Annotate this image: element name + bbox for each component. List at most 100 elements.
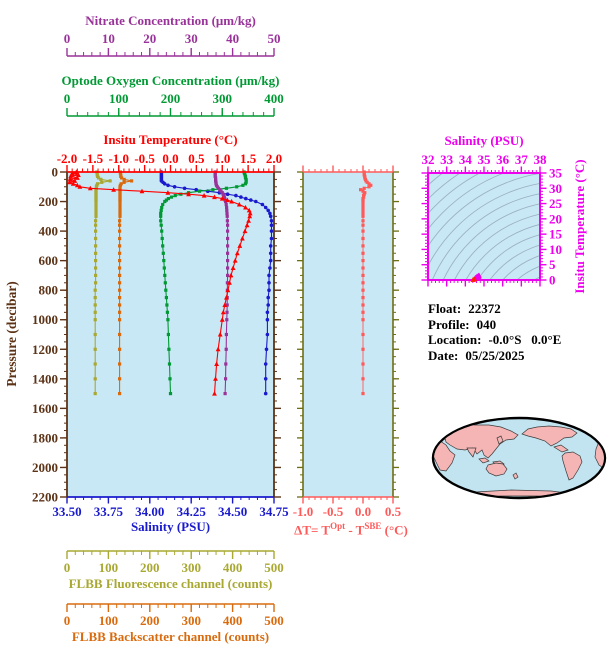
axis-text: 25: [549, 196, 563, 211]
delta-t-title-sup-opt: Opt: [330, 521, 346, 531]
axis-text: 1.5: [240, 151, 257, 166]
axis-text: 0: [64, 31, 71, 46]
date-row: Date: 05/25/2025: [428, 348, 561, 364]
axis-text: 5: [549, 257, 556, 272]
axis-text: 100: [99, 560, 119, 575]
axis-text: 0.5: [188, 151, 205, 166]
axis-text: 100: [109, 91, 129, 106]
axis-text: 20: [549, 211, 562, 226]
axis-text: 33.75: [94, 504, 124, 519]
nitrate-ruler: 0 10 20 30 40 50: [64, 31, 281, 57]
float-label: Float:: [428, 301, 462, 316]
axis-text: 15: [549, 227, 563, 242]
axis-text: 500: [264, 560, 284, 575]
delta-t-title-part: (°C): [381, 522, 408, 538]
ts-temperature-axis-label: Insitu Temperature (°C): [572, 159, 587, 293]
axis-text: 0: [64, 560, 71, 575]
location-value: -0.0°S 0.0°E: [488, 332, 562, 347]
axis-text: 1800: [32, 430, 58, 445]
axis-text: 34.00: [135, 504, 164, 519]
axis-text: 33.50: [52, 504, 81, 519]
fluorescence-ruler: 0 100 200 300 400 500: [64, 550, 284, 575]
axis-text: 300: [181, 560, 201, 575]
axis-text: 0.5: [385, 504, 402, 519]
delta-t-title-sup-sbe: SBE: [364, 521, 382, 531]
axis-text: 36: [496, 152, 510, 167]
axis-text: 200: [161, 91, 181, 106]
profile-value: 040: [476, 316, 497, 332]
axis-text: 400: [223, 613, 243, 628]
delta-t-title-part: - T: [345, 522, 365, 538]
axis-text: 600: [39, 253, 59, 268]
pressure-axis-label: Pressure (decibar): [4, 281, 19, 387]
location-label: Location:: [428, 332, 482, 347]
axis-text: 1400: [32, 371, 58, 386]
axis-text: 400: [264, 91, 284, 106]
nitrate-axis-title: Nitrate Concentration (μm/kg): [85, 13, 256, 28]
delta-t-axis-title: ΔT= TOpt - TSBE (°C): [266, 519, 436, 537]
axis-text: 200: [140, 613, 160, 628]
axis-text: 1600: [32, 401, 58, 416]
oxygen-ruler: 0 100 200 300 400: [64, 91, 284, 117]
axis-text: 33: [440, 152, 454, 167]
axis-text: 50: [268, 31, 281, 46]
axis-text: 37: [515, 152, 529, 167]
axis-text: 1000: [32, 312, 58, 327]
oxygen-axis-title: Optode Oxygen Concentration (μm/kg): [61, 73, 280, 88]
axis-text: 30: [549, 181, 562, 196]
axis-text: 20: [143, 31, 156, 46]
flbb-fluorescence-axis-title: FLBB Fluorescence channel (counts): [68, 576, 273, 591]
axis-text: -1.0: [293, 504, 314, 519]
axis-text: 38: [534, 152, 548, 167]
flbb-backscatter-axis-title: FLBB Backscatter channel (counts): [71, 629, 270, 644]
backscatter-ruler: 0 100 200 300 400 500: [64, 603, 284, 628]
backscatter-profile: [118, 170, 134, 396]
axis-text: 0.0: [162, 151, 178, 166]
axis-text: 300: [213, 91, 233, 106]
axis-text: 200: [140, 560, 160, 575]
location-row: Location: -0.0°S 0.0°E: [428, 332, 561, 348]
delta-t-title-part: ΔT= T: [294, 522, 331, 538]
delta-t-panel: -1.0 -0.5 0.0 0.5: [293, 165, 402, 519]
axis-text: 2200: [32, 490, 58, 505]
axis-text: 200: [39, 194, 59, 209]
axis-text: -0.5: [323, 504, 344, 519]
axis-text: 35: [478, 152, 492, 167]
float-info: Float: 22372 Profile: 040 Location: -0.0°S …: [428, 301, 561, 363]
axis-text: 34.75: [259, 504, 289, 519]
main-profile-plot: -2.0 -1.5 -1.0 -0.5 0.0 0.5 1.0 1.5 2.0 33.50 33.7…: [4, 151, 289, 519]
axis-text: 32: [422, 152, 435, 167]
axis-text: 2000: [32, 460, 58, 475]
oxygen-profile: [159, 170, 248, 396]
axis-text: -0.5: [134, 151, 155, 166]
salinity-profile: [159, 170, 274, 396]
axis-text: -2.0: [57, 151, 78, 166]
axis-text: 10: [549, 242, 562, 257]
axis-text: -1.0: [108, 151, 129, 166]
axis-text: 400: [39, 224, 59, 239]
axis-text: 500: [264, 613, 284, 628]
axis-text: 10: [102, 31, 115, 46]
axis-text: 0: [549, 273, 556, 288]
axis-text: 100: [99, 613, 119, 628]
salinity-axis-title: Salinity (PSU): [130, 519, 211, 534]
axis-text: 1200: [32, 342, 58, 357]
date-value: 05/25/2025: [465, 347, 525, 363]
float-id-row: Float: 22372: [428, 301, 561, 317]
axis-text: 1.0: [214, 151, 230, 166]
axis-text: 400: [223, 560, 243, 575]
profile-label: Profile:: [428, 316, 470, 332]
axis-text: 35: [549, 166, 563, 181]
axis-text: 300: [181, 613, 201, 628]
axis-text: 40: [226, 31, 239, 46]
axis-text: 0: [64, 613, 71, 628]
float-value: 22372: [468, 301, 501, 316]
world-map: [431, 416, 607, 500]
axis-text: 0.0: [355, 504, 371, 519]
axis-text: 2.0: [266, 151, 282, 166]
date-label: Date:: [428, 347, 459, 363]
fluorescence-profile: [93, 170, 112, 396]
axis-text: 30: [185, 31, 198, 46]
